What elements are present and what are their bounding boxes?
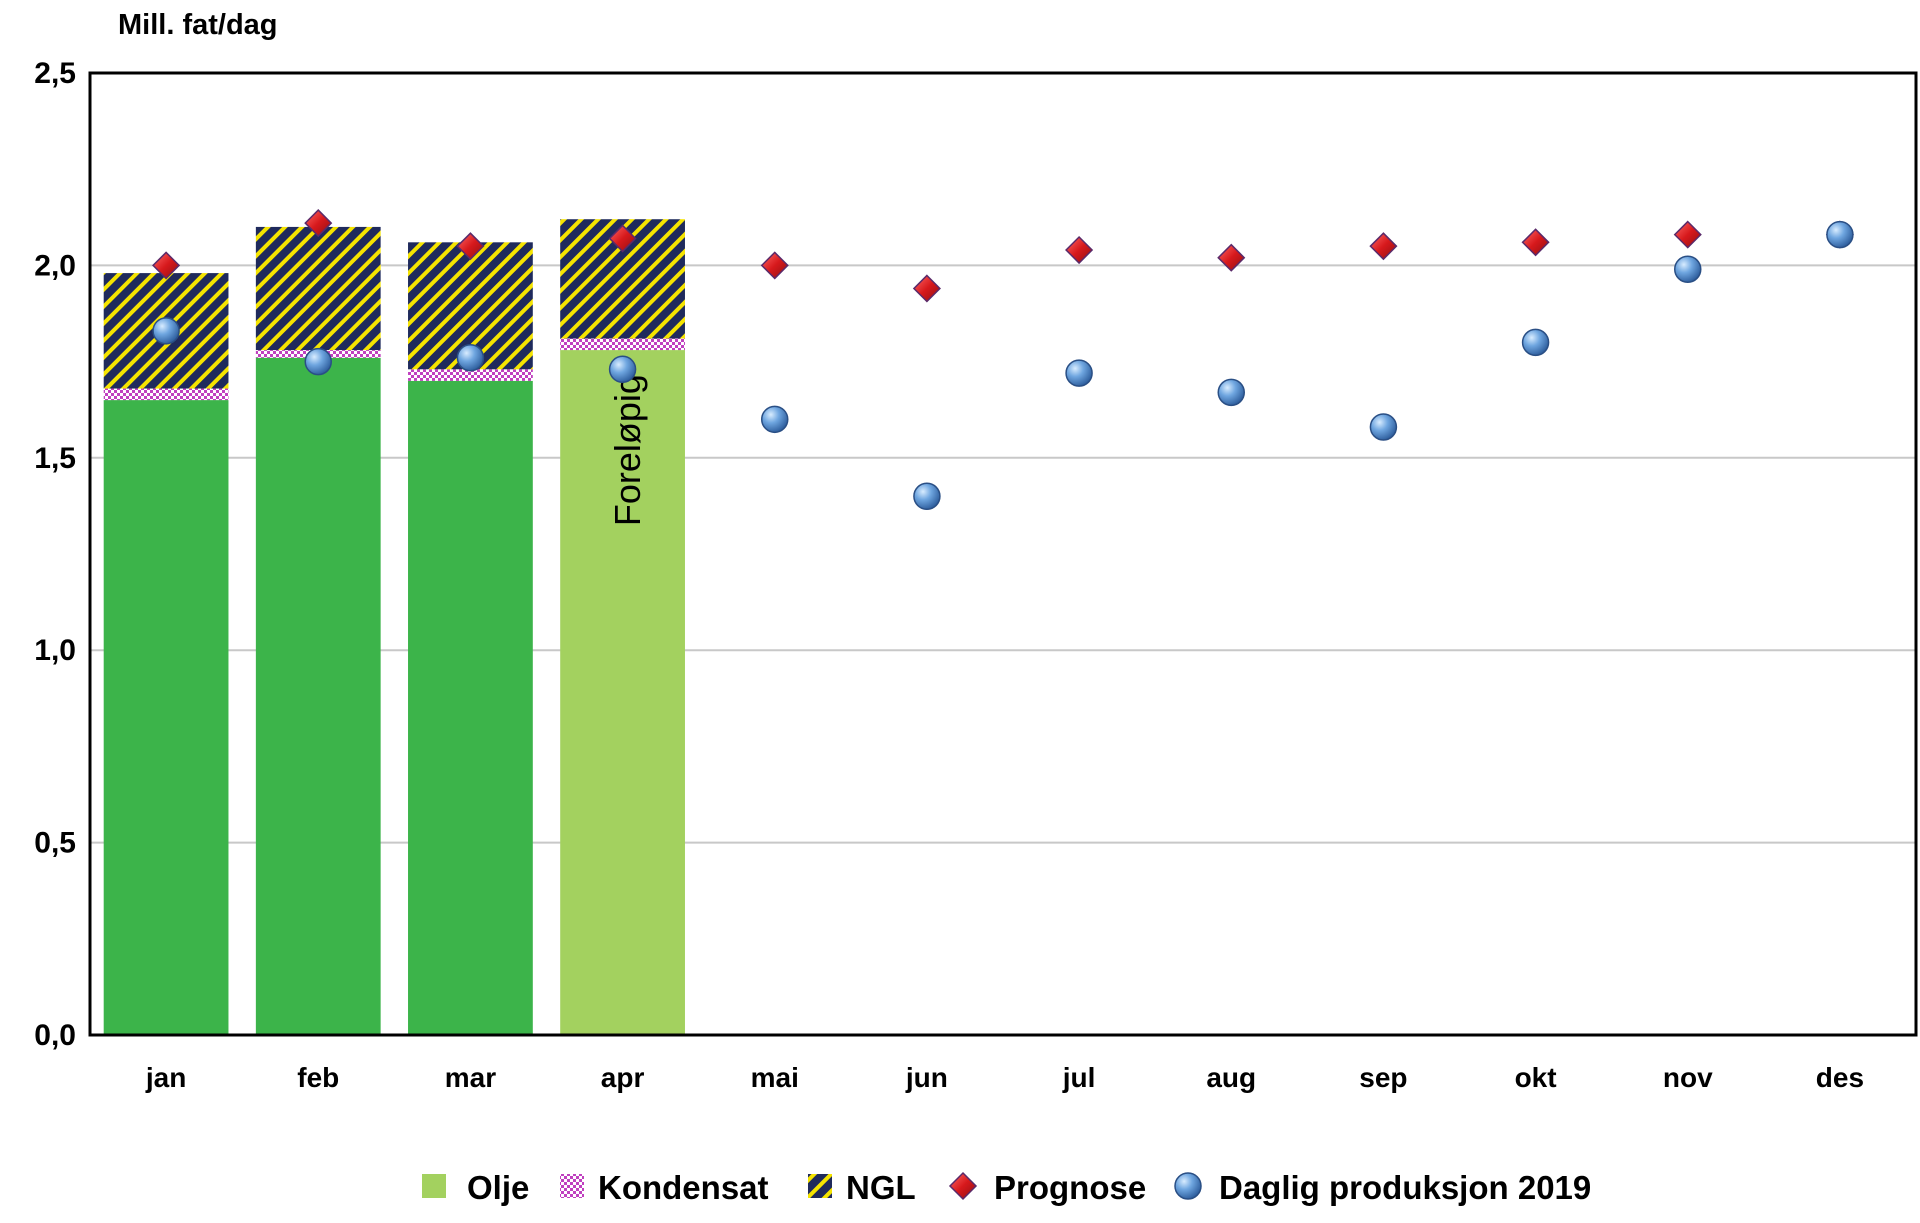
- y-axis-title: Mill. fat/dag: [118, 9, 278, 41]
- legend-swatch-olje: [422, 1174, 446, 1198]
- marker-prognose-okt: [1521, 228, 1550, 257]
- x-tick-label: sep: [1359, 1062, 1407, 1093]
- bar-olje-apr: [560, 350, 685, 1035]
- marker-prognose-mai: [760, 251, 789, 280]
- bar-olje-feb: [255, 357, 381, 1035]
- markers: [152, 209, 1854, 511]
- marker-prognose-aug: [1217, 243, 1246, 272]
- y-tick-label: 1,0: [34, 634, 76, 667]
- bars: [103, 219, 685, 1036]
- marker-prognose-mar: [456, 232, 485, 261]
- legend-label-ngl: NGL: [846, 1169, 916, 1206]
- legend-label-prognose: Prognose: [994, 1169, 1146, 1206]
- bar-olje-mar: [408, 380, 533, 1036]
- annotation-foreløpig: Foreløpig: [607, 374, 648, 526]
- x-tick-label: des: [1816, 1062, 1864, 1093]
- marker-daglig-aug: [1217, 378, 1245, 407]
- y-tick-label: 2,5: [34, 57, 76, 90]
- marker-daglig-mar: [456, 344, 485, 372]
- legend-swatch-prognose: [948, 1171, 978, 1201]
- x-tick-label: apr: [601, 1062, 645, 1093]
- x-tick-label: feb: [297, 1062, 339, 1093]
- marker-daglig-jan: [152, 317, 180, 345]
- marker-daglig-jun: [913, 482, 941, 511]
- marker-prognose-jun: [912, 274, 941, 303]
- marker-daglig-okt: [1521, 328, 1550, 357]
- legend-swatch-daglig: [1174, 1172, 1202, 1200]
- legend-label-kondensat: Kondensat: [598, 1169, 769, 1206]
- y-tick-labels: 0,0 0,5 1,0 1,5 2,0 2,5: [34, 57, 76, 1052]
- y-tick-label: 0,0: [34, 1019, 76, 1052]
- bar-kondensat-apr: [560, 338, 685, 351]
- y-tick-label: 0,5: [34, 827, 76, 860]
- marker-prognose-jan: [152, 251, 181, 280]
- x-tick-label: mai: [751, 1062, 799, 1093]
- legend-label-olje: Olje: [467, 1169, 529, 1206]
- x-tick-labels: jan feb mar apr mai jun jul aug sep okt nov des: [145, 1062, 1864, 1093]
- marker-daglig-apr: [608, 355, 637, 384]
- marker-prognose-sep: [1369, 232, 1398, 261]
- annotations: Foreløpig: [607, 374, 648, 526]
- legend-swatch-ngl: [808, 1174, 832, 1198]
- marker-daglig-nov: [1674, 255, 1702, 283]
- plot-frame: [88, 71, 1918, 1037]
- bar-ngl-feb: [255, 226, 381, 351]
- x-tick-label: jun: [905, 1062, 948, 1093]
- axes: [88, 71, 1918, 1037]
- marker-daglig-des: [1826, 220, 1854, 249]
- legend: Olje Kondensat NGL Prognose Daglig produksjo…: [422, 1169, 1591, 1206]
- legend-label-daglig: Daglig produksjon 2019: [1219, 1169, 1591, 1206]
- marker-daglig-jul: [1065, 359, 1093, 387]
- legend-swatch-kondensat: [560, 1174, 584, 1198]
- marker-prognose-jul: [1065, 235, 1094, 265]
- marker-daglig-feb: [304, 347, 332, 376]
- bar-kondensat-mar: [408, 369, 533, 381]
- y-tick-label: 2,0: [34, 249, 76, 282]
- x-tick-label: aug: [1206, 1062, 1256, 1093]
- marker-prognose-nov: [1673, 220, 1702, 249]
- x-tick-label: nov: [1663, 1062, 1713, 1093]
- marker-daglig-sep: [1369, 413, 1398, 441]
- marker-prognose-apr: [608, 224, 637, 253]
- x-tick-label: jan: [145, 1062, 186, 1093]
- marker-daglig-mai: [761, 405, 789, 434]
- bar-kondensat-jan: [103, 388, 229, 401]
- x-tick-label: jul: [1062, 1062, 1096, 1093]
- marker-prognose-feb: [304, 209, 333, 238]
- y-tick-label: 1,5: [34, 442, 76, 475]
- x-tick-label: mar: [445, 1062, 496, 1093]
- x-tick-label: okt: [1515, 1062, 1557, 1093]
- bar-olje-jan: [103, 400, 229, 1036]
